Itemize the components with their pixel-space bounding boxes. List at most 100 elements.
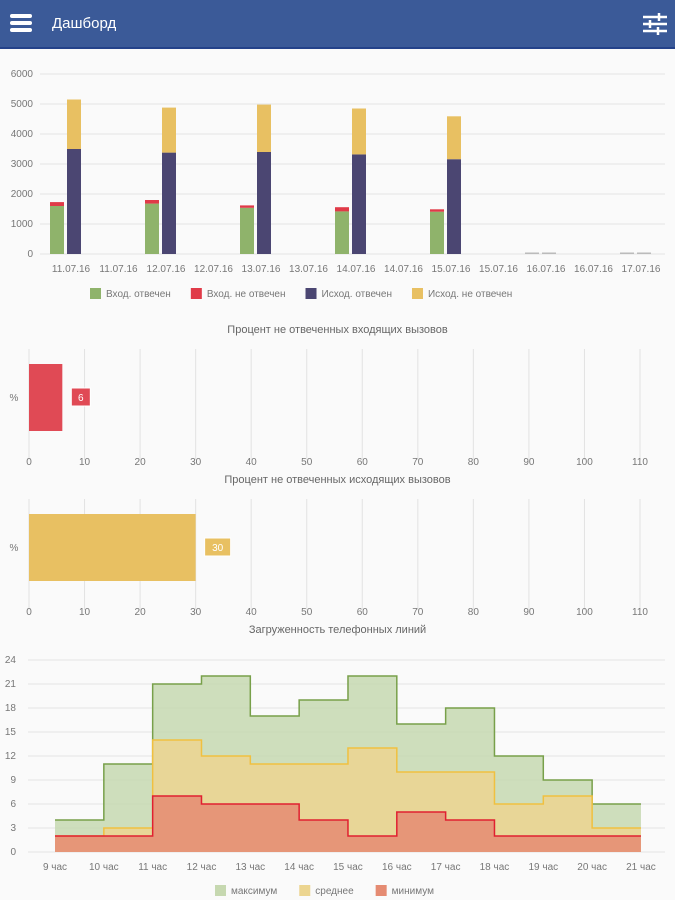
- sliders-icon[interactable]: [643, 13, 667, 35]
- app-bar: Дашборд: [0, 0, 675, 49]
- data-label-box: [204, 537, 232, 557]
- bar-segment: [67, 99, 81, 149]
- x-tick-label: 21 час: [626, 862, 656, 873]
- bar-segment: [257, 152, 271, 254]
- x-tick-label: 40: [246, 457, 258, 468]
- x-tick-label: 10 час: [89, 862, 119, 873]
- y-category-label: %: [10, 393, 19, 404]
- step-line-максимум: [55, 675, 641, 821]
- bar-segment: [335, 211, 349, 254]
- bar-segment: [447, 116, 461, 160]
- x-tick-label: 30: [190, 607, 202, 618]
- bar-segment: [145, 200, 159, 204]
- legend-swatch: [411, 288, 423, 299]
- data-label-box: [70, 387, 91, 407]
- incoming-unanswered-bar-chart: 0 10 20 30 40 50 60 70 80 90 100 110% 6: [10, 349, 648, 468]
- legend-label: Вход. отвечен: [106, 289, 171, 300]
- x-tick-label: 13.07.16: [289, 264, 328, 275]
- y-tick-label: 5000: [11, 99, 34, 110]
- x-tick-label: 16.07.16: [527, 264, 566, 275]
- x-tick-label: 50: [301, 607, 313, 618]
- x-tick-label: 100: [576, 457, 593, 468]
- chart-title-incoming: Процент не отвеченных входящих вызовов: [227, 324, 448, 336]
- legend-swatch: [90, 288, 101, 299]
- y-tick-label: 24: [5, 655, 17, 666]
- y-tick-label: 0: [27, 249, 33, 260]
- x-tick-label: 70: [412, 607, 424, 618]
- legend-swatch: [305, 288, 317, 299]
- x-tick-label: 14.07.16: [384, 264, 423, 275]
- x-tick-label: 50: [301, 457, 313, 468]
- page-title: Дашборд: [52, 15, 117, 32]
- x-tick-label: 11.07.16: [52, 264, 91, 275]
- y-tick-label: 0: [10, 847, 16, 858]
- x-tick-label: 11 час: [138, 862, 167, 873]
- x-tick-label: 9 час: [43, 862, 67, 873]
- x-tick-label: 13 час: [235, 862, 265, 873]
- x-tick-label: 14 час: [284, 862, 314, 873]
- x-tick-label: 60: [357, 607, 369, 618]
- x-tick-label: 0: [26, 607, 32, 618]
- x-tick-label: 17 час: [431, 862, 461, 873]
- y-tick-label: 4000: [11, 129, 34, 140]
- x-tick-label: 110: [632, 607, 648, 618]
- chart-title-outgoing: Процент не отвеченных исходящих вызовов: [224, 474, 451, 486]
- data-label: 6: [78, 393, 84, 404]
- x-tick-label: 100: [576, 607, 593, 618]
- legend-swatch: [190, 288, 202, 299]
- x-tick-label: 15.07.16: [432, 264, 471, 275]
- line-load-step-chart: 0 3 6 9 12 15 18 21 24 9 час 10 час 11 час 12 час 13 …: [5, 655, 665, 897]
- y-tick-label: 6: [10, 799, 16, 810]
- bar-segment: [637, 252, 651, 254]
- x-tick-label: 60: [357, 457, 369, 468]
- x-tick-label: 80: [468, 457, 480, 468]
- bar-segment: [240, 205, 254, 208]
- x-tick-label: 10: [79, 457, 91, 468]
- bar-segment: [240, 207, 254, 254]
- y-tick-label: 9: [10, 775, 16, 786]
- x-tick-label: 110: [632, 457, 648, 468]
- bar-segment: [50, 202, 64, 206]
- bar: [29, 514, 196, 581]
- x-tick-label: 20 час: [577, 862, 607, 873]
- y-tick-label: 3: [10, 823, 16, 834]
- bar-segment: [145, 203, 159, 254]
- x-tick-label: 70: [412, 457, 424, 468]
- bar-segment: [352, 154, 366, 254]
- x-tick-label: 12 час: [187, 862, 217, 873]
- bar-segment: [50, 206, 64, 254]
- bar-segment: [447, 159, 461, 254]
- legend-swatch: [375, 885, 387, 896]
- bar-segment: [430, 211, 444, 254]
- x-tick-label: 16.07.16: [574, 264, 613, 275]
- bar-segment: [67, 149, 81, 254]
- legend-label: минимум: [392, 886, 434, 897]
- bar-segment: [430, 209, 444, 212]
- x-tick-label: 18 час: [480, 862, 510, 873]
- x-tick-label: 16 час: [382, 862, 412, 873]
- bar-segment: [335, 207, 349, 212]
- x-tick-label: 14.07.16: [337, 264, 376, 275]
- bar-segment: [352, 108, 366, 155]
- x-tick-label: 11.07.16: [99, 264, 138, 275]
- outgoing-unanswered-bar-chart: 0 10 20 30 40 50 60 70 80 90 100 110% 30: [10, 499, 648, 618]
- hamburger-menu-icon[interactable]: [10, 14, 32, 32]
- legend-label: максимум: [231, 886, 277, 897]
- y-tick-label: 18: [5, 703, 17, 714]
- x-tick-label: 12.07.16: [194, 264, 233, 275]
- chart-title-lines: Загруженность телефонных линий: [248, 624, 427, 636]
- legend-label: Исход. не отвечен: [428, 289, 512, 300]
- y-tick-label: 2000: [11, 189, 34, 200]
- calls-stacked-bar-chart: 0 1000 2000 3000 4000 5000 6000 11.07.16 11.07.1…: [11, 69, 665, 300]
- x-tick-label: 40: [246, 607, 258, 618]
- legend-swatch: [215, 885, 226, 896]
- y-tick-label: 3000: [11, 159, 34, 170]
- x-tick-label: 15 час: [333, 862, 363, 873]
- legend-label: среднее: [315, 886, 354, 897]
- x-tick-label: 20: [135, 457, 147, 468]
- x-tick-label: 17.07.16: [622, 264, 661, 275]
- x-tick-label: 20: [135, 607, 147, 618]
- bar-segment: [620, 252, 634, 254]
- y-category-label: %: [10, 543, 19, 554]
- x-tick-label: 0: [26, 457, 32, 468]
